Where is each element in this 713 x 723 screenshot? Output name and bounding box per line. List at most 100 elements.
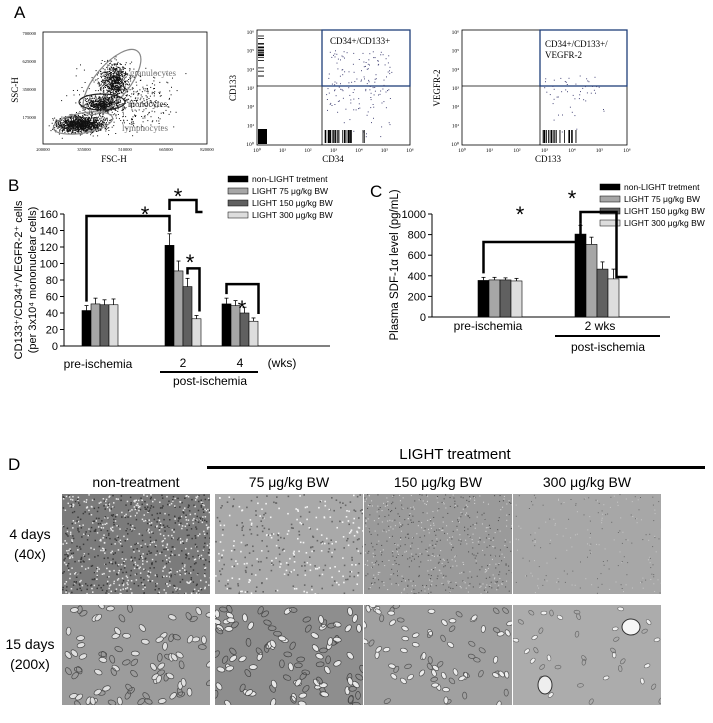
cell-speck xyxy=(239,590,242,593)
scatter-dot xyxy=(57,122,59,124)
scatter-dot xyxy=(147,90,149,92)
y-axis-label: (per 3x10⁴ mononuclear cells) xyxy=(27,207,39,354)
scatter-dot xyxy=(75,75,77,77)
scatter-dot xyxy=(97,105,99,106)
cell-speck xyxy=(80,527,83,529)
scatter-dot xyxy=(119,100,121,102)
scatter-dot xyxy=(97,104,99,106)
scatter-dot xyxy=(374,78,376,80)
scatter-dot xyxy=(159,93,161,94)
cell-speck xyxy=(277,533,279,536)
cell-speck xyxy=(451,538,453,540)
scatter-dot xyxy=(94,122,96,124)
scatter-dot xyxy=(85,126,87,128)
cell-speck xyxy=(114,552,116,554)
cell-speck xyxy=(237,583,239,585)
scatter-dot xyxy=(100,119,102,121)
cell-speck xyxy=(374,577,376,579)
scatter-dot xyxy=(125,102,127,104)
scatter-dot xyxy=(112,81,114,83)
cell-speck xyxy=(438,529,440,531)
cell-speck xyxy=(117,498,119,500)
scatter-dot xyxy=(153,104,155,106)
scatter-dot xyxy=(154,84,156,86)
cell-speck xyxy=(223,563,225,566)
scatter-dot xyxy=(87,116,89,118)
cell-speck xyxy=(173,584,175,587)
scatter-dot xyxy=(75,125,77,127)
cell-speck xyxy=(179,517,182,519)
cell-speck xyxy=(471,553,473,555)
scatter-dot xyxy=(116,71,118,73)
cell-speck xyxy=(112,494,114,497)
cell-speck xyxy=(64,509,67,511)
cell-speck xyxy=(66,533,68,536)
scatter-dot xyxy=(91,77,93,79)
scatter-dot xyxy=(81,119,82,121)
cell-speck xyxy=(187,552,190,555)
scatter-dot xyxy=(101,102,102,104)
cell-speck xyxy=(359,552,362,555)
scatter-dot xyxy=(342,56,344,58)
scatter-dot xyxy=(149,100,151,102)
scatter-dot xyxy=(66,124,68,125)
scatter-dot xyxy=(98,107,100,109)
scatter-dot xyxy=(56,127,58,129)
scatter-dot xyxy=(90,127,92,128)
scatter-dot xyxy=(72,90,74,91)
cell-speck xyxy=(101,520,103,522)
cell-speck xyxy=(62,588,64,591)
cell-speck xyxy=(153,567,155,569)
scatter-dot xyxy=(90,104,92,106)
cell-speck xyxy=(204,537,206,539)
bar xyxy=(477,280,490,318)
scatter-dot xyxy=(366,83,368,85)
cell-speck xyxy=(319,500,322,503)
cell-speck xyxy=(290,523,293,526)
cell-speck xyxy=(259,515,261,517)
scatter-dot xyxy=(108,72,110,74)
scatter-dot xyxy=(115,117,117,119)
cell-speck xyxy=(112,558,114,560)
cell-speck xyxy=(306,506,308,508)
scatter-dot xyxy=(343,51,345,53)
scatter-dot xyxy=(104,61,106,62)
scatter-dot xyxy=(88,108,90,110)
cell-speck xyxy=(490,554,492,556)
cell-speck xyxy=(299,515,302,518)
scatter-dot xyxy=(80,126,82,128)
cell-speck xyxy=(195,519,198,521)
cell-speck xyxy=(169,569,171,571)
scatter-dot xyxy=(59,124,61,126)
cell-speck xyxy=(440,572,442,574)
cell-speck xyxy=(162,524,165,526)
scatter-dot xyxy=(62,127,64,129)
cell-speck xyxy=(293,555,295,558)
scatter-dot xyxy=(546,91,548,93)
scatter-dot xyxy=(353,71,355,73)
scatter-dot xyxy=(111,89,113,91)
scatter-dot xyxy=(77,121,79,123)
cell-speck xyxy=(387,504,389,506)
scatter-dot xyxy=(55,129,57,131)
scatter-dot xyxy=(111,80,113,82)
scatter-dot xyxy=(93,102,95,104)
cell-speck xyxy=(159,507,162,509)
cell-speck xyxy=(185,514,187,517)
cell-speck xyxy=(201,521,204,524)
scatter-dot xyxy=(89,99,91,101)
cell-speck xyxy=(207,497,210,500)
cell-speck xyxy=(505,564,507,566)
cell-speck xyxy=(138,533,141,535)
cell-speck xyxy=(249,519,252,521)
scatter-dot xyxy=(71,130,73,132)
cell-speck xyxy=(107,502,110,505)
cell-speck xyxy=(155,539,157,542)
scatter-dot xyxy=(121,103,123,105)
cell-speck xyxy=(222,549,225,552)
scatter-dot xyxy=(68,124,70,126)
scatter-dot xyxy=(78,127,80,129)
cell-speck xyxy=(464,530,466,532)
scatter-dot xyxy=(73,124,75,126)
scatter-dot xyxy=(580,91,581,93)
